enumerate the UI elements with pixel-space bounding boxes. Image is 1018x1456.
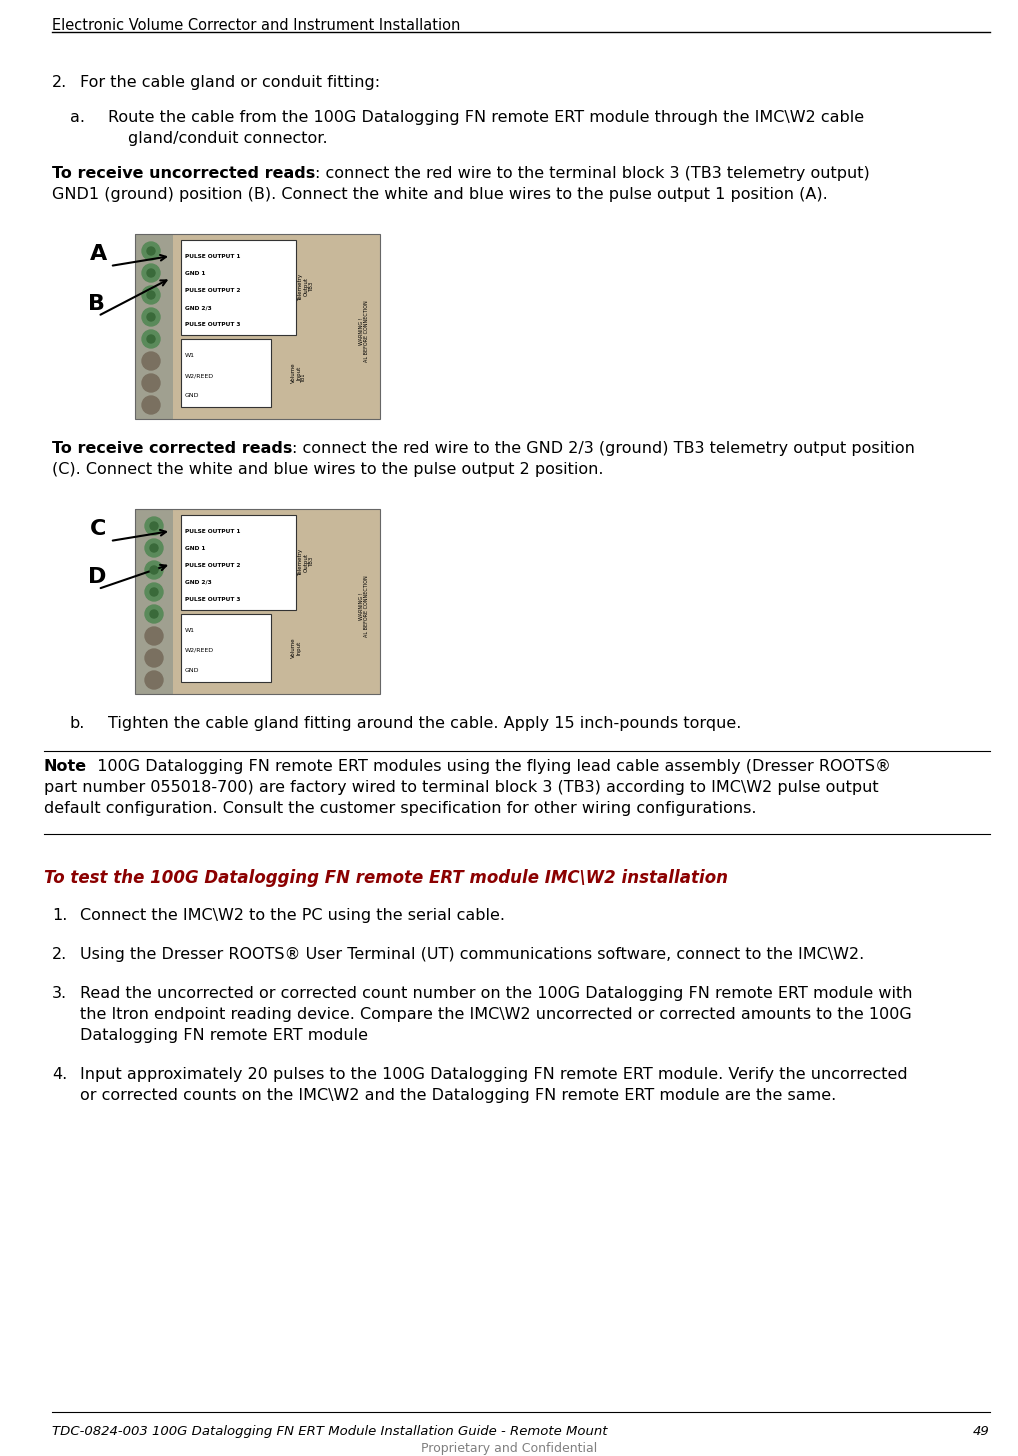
- Circle shape: [145, 539, 163, 558]
- Circle shape: [142, 242, 160, 261]
- Text: 49: 49: [973, 1425, 989, 1439]
- Bar: [181, 240, 296, 335]
- Text: W2/REED: W2/REED: [185, 373, 214, 379]
- Text: TDC-0824-003 100G Datalogging FN ERT Module Installation Guide - Remote Mount: TDC-0824-003 100G Datalogging FN ERT Mod…: [52, 1425, 608, 1439]
- Bar: [181, 614, 271, 681]
- Bar: [135, 234, 173, 419]
- Bar: [173, 510, 380, 695]
- Circle shape: [145, 628, 163, 645]
- Text: To receive corrected reads: To receive corrected reads: [52, 441, 292, 456]
- Bar: [135, 234, 380, 419]
- Circle shape: [145, 671, 163, 689]
- Text: GND1 (ground) position (B). Connect the white and blue wires to the pulse output: GND1 (ground) position (B). Connect the …: [52, 186, 828, 202]
- Circle shape: [150, 566, 158, 574]
- Text: GND: GND: [185, 393, 200, 397]
- Circle shape: [150, 588, 158, 596]
- Bar: [181, 339, 271, 408]
- Text: To receive uncorrected reads: To receive uncorrected reads: [52, 166, 316, 181]
- Text: part number 055018-700) are factory wired to terminal block 3 (TB3) according to: part number 055018-700) are factory wire…: [44, 780, 879, 795]
- Text: PULSE OUTPUT 1: PULSE OUTPUT 1: [185, 529, 240, 534]
- Circle shape: [147, 335, 155, 344]
- Text: Telemetry
Output
TB3: Telemetry Output TB3: [297, 274, 315, 300]
- Bar: [135, 510, 173, 695]
- Circle shape: [145, 517, 163, 534]
- Text: 1.: 1.: [52, 909, 67, 923]
- Text: 4.: 4.: [52, 1067, 67, 1082]
- Text: Telemetry
Output
TB3: Telemetry Output TB3: [297, 549, 315, 575]
- Text: Using the Dresser ROOTS® User Terminal (UT) communications software, connect to : Using the Dresser ROOTS® User Terminal (…: [80, 946, 864, 962]
- Text: b.: b.: [70, 716, 86, 731]
- Text: GND 2/3: GND 2/3: [185, 579, 212, 585]
- Text: B: B: [88, 294, 105, 314]
- Text: PULSE OUTPUT 2: PULSE OUTPUT 2: [185, 288, 240, 293]
- Bar: [173, 234, 380, 419]
- Text: : connect the red wire to the GND 2/3 (ground) TB3 telemetry output position: : connect the red wire to the GND 2/3 (g…: [292, 441, 915, 456]
- Text: 2.: 2.: [52, 76, 67, 90]
- Text: WARNING !
AL BEFORE CONNECTION: WARNING ! AL BEFORE CONNECTION: [358, 575, 370, 636]
- Text: For the cable gland or conduit fitting:: For the cable gland or conduit fitting:: [80, 76, 380, 90]
- Circle shape: [147, 313, 155, 320]
- Circle shape: [147, 248, 155, 255]
- Text: Read the uncorrected or corrected count number on the 100G Datalogging FN remote: Read the uncorrected or corrected count …: [80, 986, 912, 1002]
- Text: Datalogging FN remote ERT module: Datalogging FN remote ERT module: [80, 1028, 367, 1042]
- Text: PULSE OUTPUT 3: PULSE OUTPUT 3: [185, 322, 240, 328]
- Circle shape: [145, 561, 163, 579]
- Text: C: C: [90, 518, 106, 539]
- Text: : connect the red wire to the terminal block 3 (TB3 telemetry output): : connect the red wire to the terminal b…: [316, 166, 870, 181]
- Text: GND 1: GND 1: [185, 271, 206, 277]
- Text: Volume
Input: Volume Input: [290, 363, 301, 383]
- Text: GND 2/3: GND 2/3: [185, 304, 212, 310]
- Text: W1: W1: [185, 628, 195, 633]
- Circle shape: [145, 649, 163, 667]
- Circle shape: [147, 291, 155, 298]
- Text: A: A: [90, 245, 107, 264]
- Circle shape: [142, 285, 160, 304]
- Circle shape: [150, 610, 158, 617]
- Circle shape: [142, 396, 160, 414]
- Text: Route the cable from the 100G Datalogging FN remote ERT module through the IMC\W: Route the cable from the 100G Dataloggin…: [108, 111, 864, 125]
- Text: (C). Connect the white and blue wires to the pulse output 2 position.: (C). Connect the white and blue wires to…: [52, 462, 604, 478]
- Text: Proprietary and Confidential: Proprietary and Confidential: [420, 1441, 598, 1455]
- Text: 100G Datalogging FN remote ERT modules using the flying lead cable assembly (Dre: 100G Datalogging FN remote ERT modules u…: [88, 759, 891, 775]
- Circle shape: [150, 523, 158, 530]
- Text: Tighten the cable gland fitting around the cable. Apply 15 inch-pounds torque.: Tighten the cable gland fitting around t…: [108, 716, 741, 731]
- Text: W2/REED: W2/REED: [185, 648, 214, 652]
- Text: the Itron endpoint reading device. Compare the IMC\W2 uncorrected or corrected a: the Itron endpoint reading device. Compa…: [80, 1008, 912, 1022]
- Text: PULSE OUTPUT 2: PULSE OUTPUT 2: [185, 563, 240, 568]
- Text: WARNING !
AL BEFORE CONNECTION: WARNING ! AL BEFORE CONNECTION: [358, 300, 370, 363]
- Bar: [181, 515, 296, 610]
- Text: D: D: [88, 566, 106, 587]
- Circle shape: [142, 331, 160, 348]
- Text: a.: a.: [70, 111, 84, 125]
- Text: PULSE OUTPUT 1: PULSE OUTPUT 1: [185, 253, 240, 259]
- Text: Electronic Volume Corrector and Instrument Installation: Electronic Volume Corrector and Instrume…: [52, 17, 460, 33]
- Text: GND 1: GND 1: [185, 546, 206, 550]
- Text: 3.: 3.: [52, 986, 67, 1002]
- Circle shape: [142, 309, 160, 326]
- Text: Volume
Input: Volume Input: [290, 638, 301, 658]
- Circle shape: [150, 545, 158, 552]
- Text: default configuration. Consult the customer specification for other wiring confi: default configuration. Consult the custo…: [44, 801, 756, 815]
- Text: Input approximately 20 pulses to the 100G Datalogging FN remote ERT module. Veri: Input approximately 20 pulses to the 100…: [80, 1067, 908, 1082]
- Text: W1: W1: [185, 352, 195, 358]
- Circle shape: [147, 269, 155, 277]
- Text: gland/conduit connector.: gland/conduit connector.: [128, 131, 328, 146]
- Text: To test the 100G Datalogging FN remote ERT module IMC\W2 installation: To test the 100G Datalogging FN remote E…: [44, 869, 728, 887]
- Text: Connect the IMC\W2 to the PC using the serial cable.: Connect the IMC\W2 to the PC using the s…: [80, 909, 505, 923]
- Circle shape: [142, 374, 160, 392]
- Circle shape: [145, 606, 163, 623]
- Circle shape: [142, 352, 160, 370]
- Text: 2.: 2.: [52, 946, 67, 962]
- Text: GND: GND: [185, 668, 200, 673]
- Circle shape: [145, 582, 163, 601]
- Bar: [135, 510, 380, 695]
- Text: TB1: TB1: [301, 373, 306, 383]
- Text: PULSE OUTPUT 3: PULSE OUTPUT 3: [185, 597, 240, 601]
- Text: or corrected counts on the IMC\W2 and the Datalogging FN remote ERT module are t: or corrected counts on the IMC\W2 and th…: [80, 1088, 836, 1104]
- Text: Note: Note: [44, 759, 88, 775]
- Circle shape: [142, 264, 160, 282]
